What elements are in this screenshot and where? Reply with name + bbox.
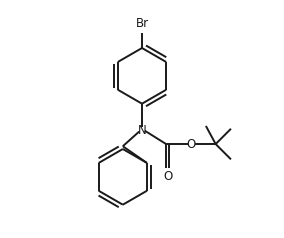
- Text: O: O: [163, 170, 173, 183]
- Text: Br: Br: [135, 17, 149, 30]
- Text: O: O: [187, 138, 196, 151]
- Text: N: N: [138, 124, 146, 137]
